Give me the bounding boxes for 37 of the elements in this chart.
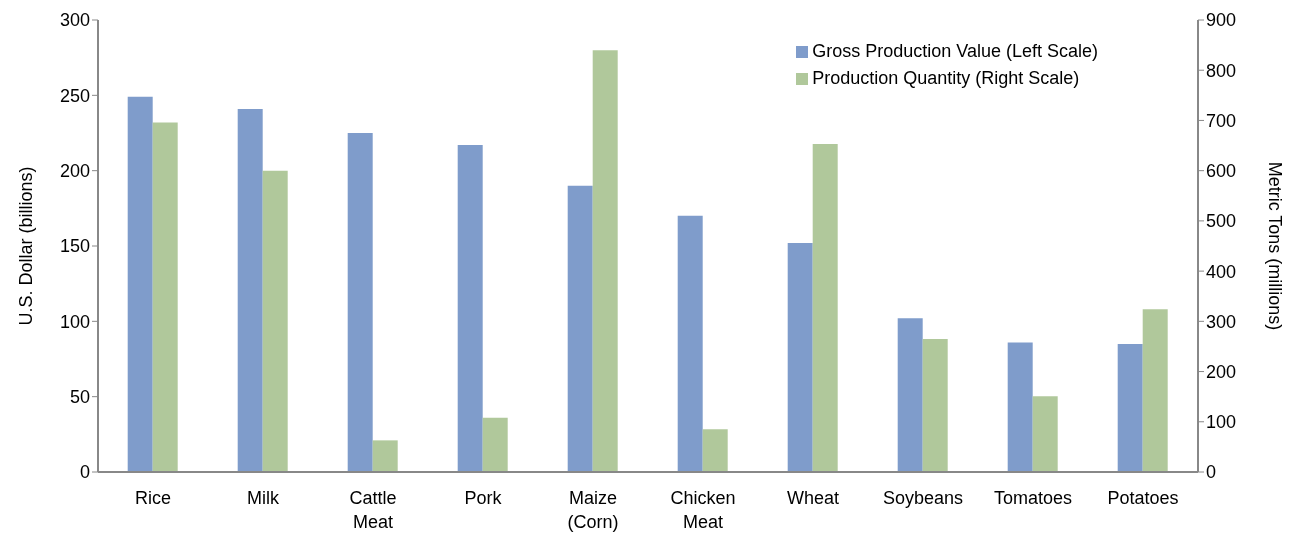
y-axis-title: U.S. Dollar (billions) (16, 166, 37, 326)
x-tick-label: Maize (Corn) (567, 488, 619, 532)
bar (347, 133, 373, 472)
x-tick-label: Wheat (786, 488, 840, 508)
x-tick-label: Tomatoes (993, 488, 1073, 508)
y-tick-label: 300 (59, 10, 90, 31)
legend-label: Gross Production Value (Left Scale) (812, 41, 1098, 62)
y-tick-label: 200 (59, 161, 90, 182)
bar (482, 417, 508, 472)
bar (457, 145, 483, 472)
x-tick-label: Potatoes (1107, 488, 1179, 508)
y2-tick-label: 800 (1206, 60, 1237, 81)
y2-tick-label: 700 (1206, 110, 1237, 131)
y-tick-label: 250 (59, 85, 90, 106)
x-tick-label: Pork (464, 488, 503, 508)
x-tick-label: Rice (134, 488, 172, 508)
x-tick-label: Milk (247, 488, 280, 508)
y2-tick-label: 900 (1206, 10, 1237, 31)
y2-axis-title: Metric Tons (millions) (1264, 161, 1285, 331)
y2-tick-label: 200 (1206, 361, 1237, 382)
bar (702, 429, 728, 472)
x-tick-label: Soybeans (882, 488, 964, 508)
y2-tick-label: 100 (1206, 412, 1237, 433)
legend-label: Production Quantity (Right Scale) (812, 68, 1080, 89)
y-tick-label: 150 (59, 236, 90, 257)
y2-tick-label: 300 (1206, 311, 1237, 332)
x-tick-label: Cattle Meat (349, 488, 397, 532)
bar (372, 440, 398, 472)
y2-tick-label: 400 (1206, 261, 1237, 282)
y2-tick-label: 600 (1206, 161, 1237, 182)
bar (677, 215, 703, 472)
y2-tick-label: 0 (1206, 462, 1217, 483)
y-tick-label: 50 (69, 387, 90, 408)
y2-tick-label: 500 (1206, 211, 1237, 232)
x-tick-label: Chicken Meat (670, 488, 736, 532)
y-tick-label: 100 (59, 311, 90, 332)
y-tick-label: 0 (79, 462, 90, 483)
